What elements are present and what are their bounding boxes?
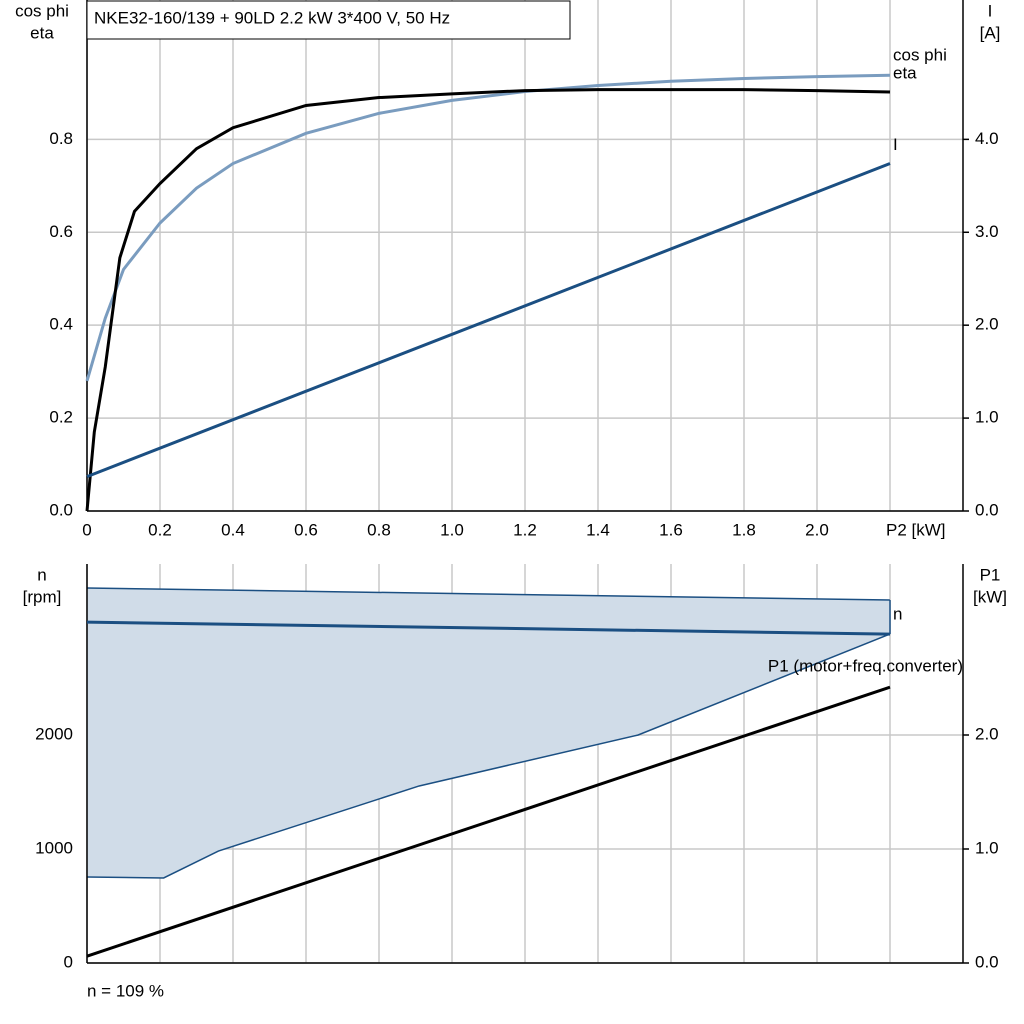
chart-title: NKE32-160/139 + 90LD 2.2 kW 3*400 V, 50 … [94,8,450,27]
y2-tick-label: 3.0 [975,222,999,241]
x-tick-label: 1.4 [586,520,610,539]
y2-tick-label: 0.0 [975,952,999,971]
y2-axis-label: [kW] [973,587,1007,606]
y2-tick-label: 2.0 [975,315,999,334]
series-label: I [893,135,898,154]
y-axis-label: cos phi [15,1,69,20]
x-tick-label: 0.2 [148,520,172,539]
series-line [85,88,891,512]
series-label: cos phi [893,46,947,65]
band-upper [86,587,891,601]
y-tick-label: 0.2 [49,408,73,427]
series-label: P1 (motor+freq.converter) [768,657,963,676]
y-tick-label: 0 [64,952,73,971]
y-axis-label: eta [30,23,54,42]
y2-axis-label: [A] [980,23,1001,42]
y-tick-label: 0.4 [49,315,73,334]
y2-tick-label: 1.0 [975,838,999,857]
x-tick-label: 1.8 [732,520,756,539]
y2-tick-label: 1.0 [975,408,999,427]
band-lower [86,633,891,879]
band-area [87,588,890,878]
x-tick-label: 0.4 [221,520,245,539]
x-tick-label: 2.0 [805,520,829,539]
y2-tick-label: 4.0 [975,129,999,148]
series-line [85,73,891,382]
series-line [86,620,891,636]
y-tick-label: 1000 [35,838,73,857]
x-tick-label: 1.2 [513,520,537,539]
x-tick-label: 1.6 [659,520,683,539]
y-tick-label: 0.6 [49,222,73,241]
y2-axis-label: P1 [980,565,1001,584]
series-label: n [893,605,902,624]
title-box [86,0,571,40]
y2-axis-label: I [988,1,993,20]
y-tick-label: 2000 [35,724,73,743]
y2-tick-label: 2.0 [975,724,999,743]
y-axis-label: [rpm] [23,587,62,606]
x-tick-label: P2 [kW] [886,520,946,539]
y-tick-label: 0.8 [49,129,73,148]
x-tick-label: 1.0 [440,520,464,539]
y2-tick-label: 0.0 [975,500,999,519]
x-tick-label: 0 [82,520,91,539]
series-label: eta [893,63,917,82]
series-line [86,685,891,958]
annotation: n = 109 % [87,981,164,1000]
series-line [86,162,891,479]
x-tick-label: 0.8 [367,520,391,539]
y-tick-label: 0.0 [49,500,73,519]
x-tick-label: 0.6 [294,520,318,539]
y-axis-label: n [37,565,46,584]
